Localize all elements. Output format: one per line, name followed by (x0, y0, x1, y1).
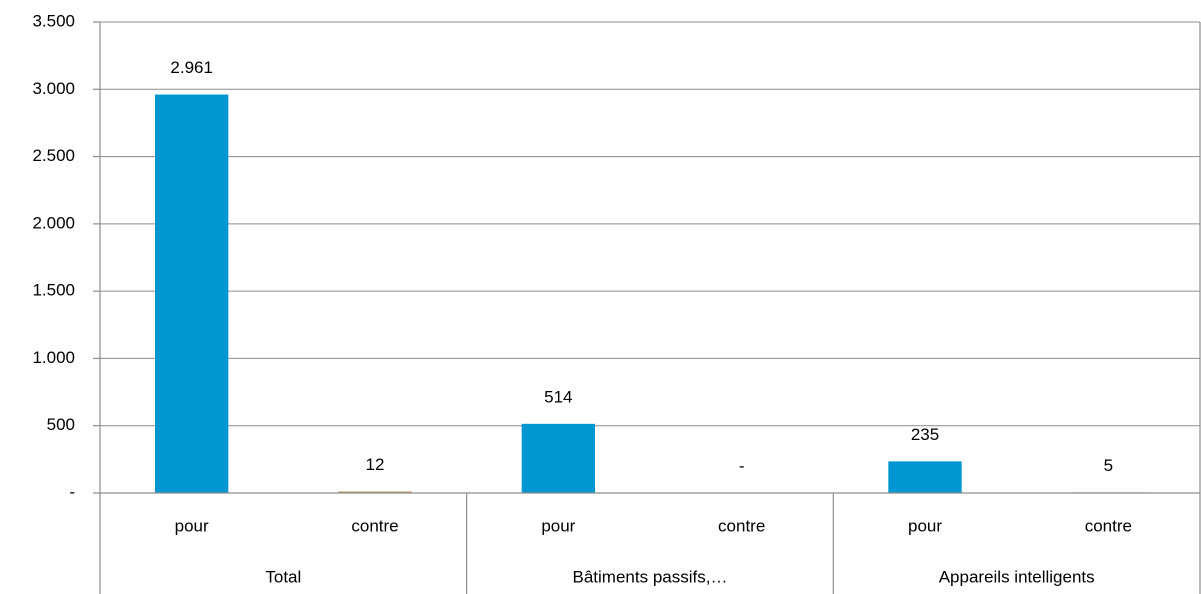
y-tick-label: 1.500 (32, 281, 75, 300)
bar (155, 94, 229, 493)
bar (521, 423, 595, 493)
x-tick-label: contre (351, 516, 398, 535)
x-tick-label: pour (908, 516, 942, 535)
y-tick-label: 2.000 (32, 213, 75, 232)
y-tick-label: 500 (47, 415, 75, 434)
group-label: Total (265, 567, 301, 586)
y-tick-label: - (69, 482, 75, 501)
y-tick-label: 3.000 (32, 79, 75, 98)
x-tick-label: pour (541, 516, 575, 535)
group-label: Bâtiments passifs,… (573, 567, 728, 586)
y-tick-label: 3.500 (32, 11, 75, 30)
data-label: 5 (1104, 456, 1113, 475)
x-tick-label: contre (718, 516, 765, 535)
y-tick-label: 2.500 (32, 146, 75, 165)
bar (888, 461, 962, 493)
group-label: Appareils intelligents (939, 567, 1095, 586)
data-label: 12 (366, 455, 385, 474)
x-tick-label: pour (175, 516, 209, 535)
data-label: - (739, 456, 745, 475)
bar (338, 491, 412, 493)
data-label: 514 (544, 387, 572, 406)
x-tick-label: contre (1085, 516, 1132, 535)
data-label: 2.961 (170, 58, 213, 77)
data-label: 235 (911, 425, 939, 444)
y-tick-label: 1.000 (32, 348, 75, 367)
